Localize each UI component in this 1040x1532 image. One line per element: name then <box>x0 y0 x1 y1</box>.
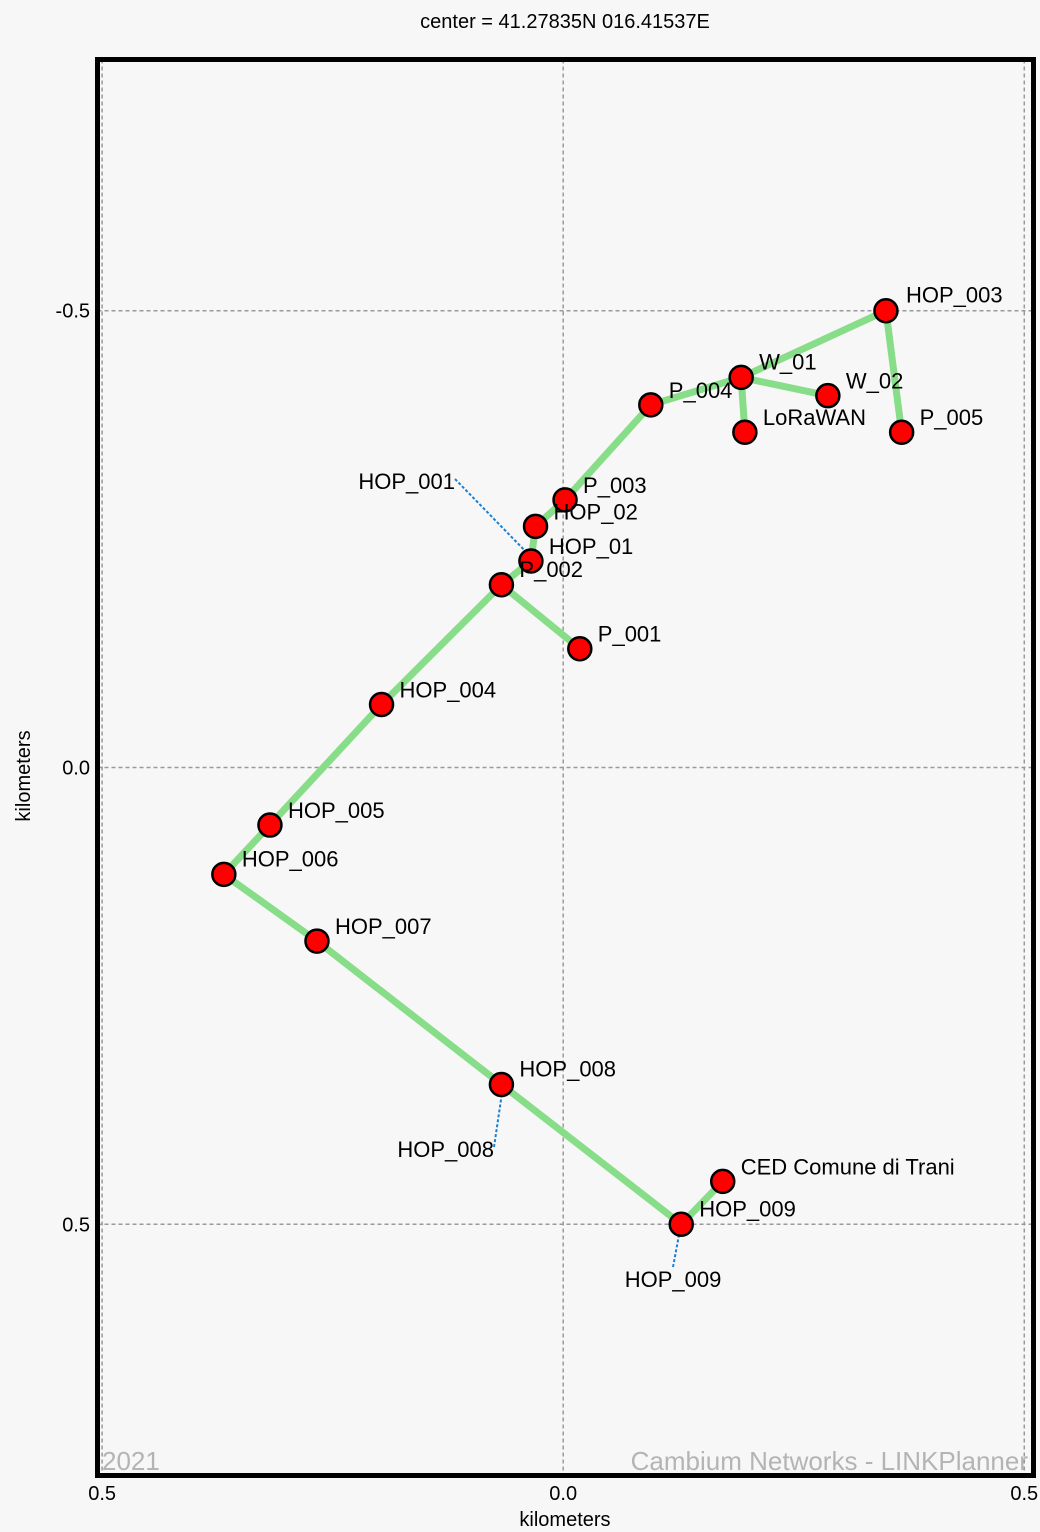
node-label-CED: CED Comune di Trani <box>741 1154 955 1179</box>
node-label-HOP_005: HOP_005 <box>288 798 385 823</box>
node-label-P_003: P_003 <box>583 473 647 498</box>
y-axis-label: kilometers <box>13 730 35 821</box>
node-label-HOP_007: HOP_007 <box>335 914 432 939</box>
node-HOP_008[interactable] <box>488 1071 515 1098</box>
plot-frame <box>95 57 1036 1478</box>
axis-ticks: 0.5 0.0 0.5 -0.5 0.0 0.5 <box>56 301 1039 1505</box>
node-label-P_005: P_005 <box>920 405 984 430</box>
footer-credit: Cambium Networks - LINKPlanner <box>631 1446 1029 1476</box>
node-label-W_02: W_02 <box>846 369 903 394</box>
node-LoRaWAN[interactable] <box>732 419 758 445</box>
extra-label-HOP_009: HOP_009 <box>625 1267 722 1292</box>
node-HOP_003[interactable] <box>873 297 899 324</box>
node-P_005[interactable] <box>888 419 915 445</box>
node-HOP_006[interactable] <box>211 861 237 888</box>
node-label-LoRaWAN: LoRaWAN <box>763 405 866 430</box>
link-HOP_003-P_005 <box>882 307 906 436</box>
link-W_01-W_02 <box>737 373 832 400</box>
node-label-P_004: P_004 <box>669 378 733 403</box>
node-label-HOP_02: HOP_02 <box>554 499 638 524</box>
extra-label-HOP_008: HOP_008 <box>397 1137 494 1162</box>
node-HOP_009[interactable] <box>668 1211 694 1238</box>
x-axis-label: kilometers <box>519 1509 610 1531</box>
node-label-W_01: W_01 <box>759 349 816 374</box>
node-HOP_004[interactable] <box>368 691 395 718</box>
node-HOP_01[interactable] <box>518 548 544 574</box>
y-tick-label-0: -0.5 <box>56 301 90 323</box>
link-HOP_003-W_01 <box>737 307 890 381</box>
node-HOP_005[interactable] <box>257 812 283 838</box>
map-center-title: center = 41.27835N 016.41537E <box>420 11 710 33</box>
x-tick-label-1: 0.0 <box>549 1483 577 1505</box>
link-P_004-P_003 <box>561 401 655 504</box>
node-P_002[interactable] <box>488 572 515 598</box>
link-P_002-HOP_004 <box>378 581 505 708</box>
y-tick-label-1: 0.0 <box>62 758 90 780</box>
link-HOP_007-HOP_008 <box>313 937 505 1089</box>
nodes <box>211 297 915 1238</box>
node-HOP_007[interactable] <box>304 928 330 954</box>
node-HOP_02[interactable] <box>522 513 549 540</box>
link-HOP_008-HOP_009 <box>497 1081 685 1228</box>
link-HOP_004-HOP_005 <box>266 700 386 829</box>
node-label-HOP_008: HOP_008 <box>519 1057 616 1082</box>
link-W_01-P_004 <box>647 373 745 409</box>
extra-label-HOP_001: HOP_001 <box>358 469 455 494</box>
leader-line-HOP_008 <box>493 1092 503 1148</box>
node-labels: HOP_001 HOP_008 HOP_009 HOP_003 W_01 W_02 LoRa… <box>242 283 1003 1292</box>
node-label-HOP_004: HOP_004 <box>400 677 497 702</box>
node-P_001[interactable] <box>567 635 593 662</box>
node-label-HOP_006: HOP_006 <box>242 846 339 871</box>
node-P_004[interactable] <box>638 392 664 418</box>
node-label-HOP_009: HOP_009 <box>699 1196 796 1221</box>
label-leaders <box>454 478 680 1268</box>
leader-line-HOP_009 <box>672 1234 680 1268</box>
node-label-P_002: P_002 <box>519 557 583 582</box>
node-label-P_001: P_001 <box>598 622 662 647</box>
grid <box>97 59 1034 1476</box>
node-label-HOP_01: HOP_01 <box>549 534 633 559</box>
node-label-HOP_003: HOP_003 <box>906 283 1003 308</box>
y-tick-label-2: 0.5 <box>62 1214 90 1236</box>
node-W_01[interactable] <box>728 364 754 391</box>
x-tick-label-2: 0.5 <box>1010 1483 1038 1505</box>
footer-year: 2021 <box>102 1446 160 1476</box>
x-tick-label-0: 0.5 <box>88 1483 116 1505</box>
leader-line-HOP_001 <box>454 478 535 561</box>
node-CED[interactable] <box>709 1168 736 1195</box>
node-P_003[interactable] <box>552 487 578 513</box>
link-P_002-P_001 <box>497 581 584 653</box>
node-W_02[interactable] <box>815 382 841 409</box>
link-HOP_006-HOP_007 <box>220 870 321 945</box>
